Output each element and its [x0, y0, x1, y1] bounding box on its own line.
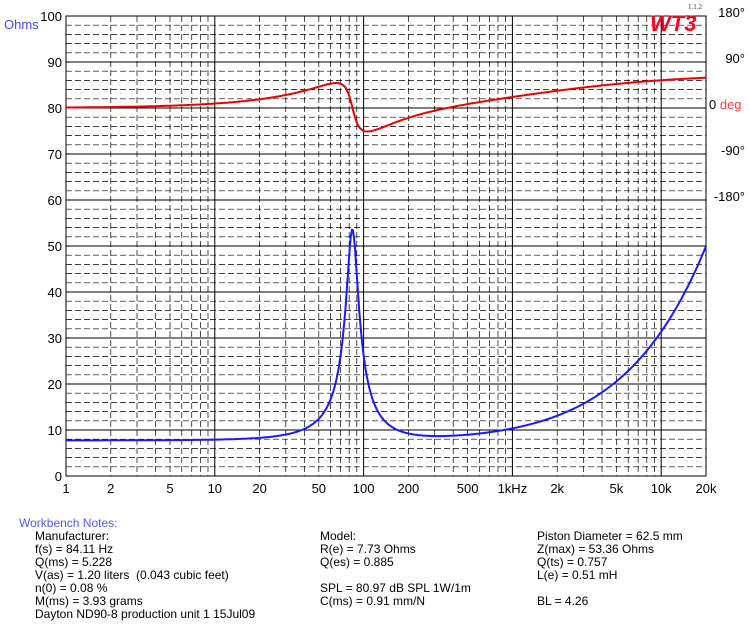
- x-tick-label: 10: [208, 481, 222, 496]
- note-line: n(0) = 0.08 %: [35, 581, 108, 595]
- note-line: SPL = 80.97 dB SPL 1W/1m: [320, 581, 471, 595]
- x-tick-label: 200: [398, 481, 420, 496]
- note-line: Q(ms) = 5.228: [35, 555, 113, 569]
- note-line: M(ms) = 3.93 grams: [35, 594, 143, 608]
- x-tick-label: 1kHz: [498, 481, 528, 496]
- note-line: L(e) = 0.51 mH: [537, 568, 618, 582]
- notes-title: Workbench Notes:: [19, 516, 118, 530]
- y-tick-label: 60: [48, 193, 62, 208]
- y-tick-label: 90: [48, 55, 62, 70]
- phase-series-line: [66, 76, 707, 133]
- note-line: R(e) = 7.73 Ohms: [320, 542, 416, 556]
- x-tick-label: 20k: [696, 481, 717, 496]
- x-tick-label: 20: [252, 481, 266, 496]
- x-tick-label: 10k: [651, 481, 672, 496]
- note-line: Q(es) = 0.885: [320, 555, 394, 569]
- y-tick-label: 0: [55, 469, 62, 484]
- x-tick-label: 5: [166, 481, 173, 496]
- note-line: Q(ts) = 0.757: [537, 555, 608, 569]
- notes-col3: Piston Diameter = 62.5 mm Z(max) = 53.36…: [537, 530, 683, 608]
- x-tick-label: 1: [62, 481, 69, 496]
- y2-tick-label: 90°: [725, 51, 745, 66]
- y2-tick-label: -180°: [714, 189, 745, 204]
- impedance-series-line: [66, 228, 707, 442]
- version-label: 1.1.2: [688, 3, 703, 11]
- y2-tick-label: 0 deg: [709, 97, 742, 112]
- x-tick-label: 5k: [610, 481, 624, 496]
- y2-tick-label: 180°: [718, 5, 745, 20]
- note-line: Dayton ND90-8 production unit 1 15Jul09: [35, 607, 256, 621]
- plot-border: [65, 15, 707, 477]
- y-tick-label: 70: [48, 147, 62, 162]
- note-line: V(as) = 1.20 liters (0.043 cubic feet): [35, 568, 229, 582]
- note-line: Model:: [320, 529, 357, 543]
- y-tick-label: 20: [48, 377, 62, 392]
- y-tick-label: 100: [40, 9, 62, 24]
- notes-col1: Manufacturer: f(s) = 84.11 Hz Q(ms) = 5.…: [35, 530, 255, 621]
- note-line: C(ms) = 0.91 mm/N: [320, 594, 426, 608]
- note-line: Z(max) = 53.36 Ohms: [537, 542, 655, 556]
- y2-tick-label: -90°: [721, 143, 745, 158]
- y-tick-label: 40: [48, 285, 62, 300]
- note-line: f(s) = 84.11 Hz: [35, 542, 114, 556]
- x-tick-label: 500: [457, 481, 479, 496]
- y-axis-label: Ohms: [4, 17, 39, 32]
- notes-col2: Model: R(e) = 7.73 Ohms Q(es) = 0.885 SP…: [320, 530, 471, 608]
- y-tick-label: 10: [48, 423, 62, 438]
- x-tick-label: 100: [353, 481, 375, 496]
- y-tick-label: 50: [48, 239, 62, 254]
- wt3-logo: WT3: [650, 11, 696, 36]
- note-line: BL = 4.26: [537, 594, 589, 608]
- y-tick-label: 30: [48, 331, 62, 346]
- note-line: Piston Diameter = 62.5 mm: [537, 529, 683, 543]
- x-tick-label: 2: [107, 481, 114, 496]
- chart-svg: 0 10 20 30 40 50 60 70 80 90 100 1 2 5 10 20 50 100 200 500…: [4, 3, 745, 496]
- note-line: Manufacturer:: [35, 529, 110, 543]
- x-tick-label: 2k: [550, 481, 564, 496]
- y-tick-label: 80: [48, 101, 62, 116]
- x-tick-label: 50: [312, 481, 326, 496]
